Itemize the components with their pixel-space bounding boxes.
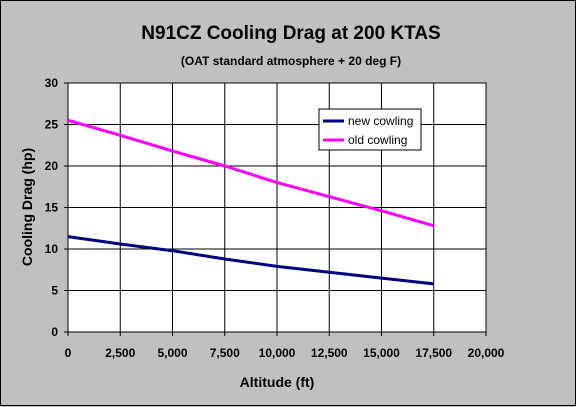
series-line-new-cowling (67, 235, 434, 286)
legend-label-old-cowling: old cowling (348, 133, 407, 147)
legend-label-new-cowling: new cowling (348, 114, 413, 128)
x-tick-label: 20,000 (468, 346, 505, 360)
y-tick-label: 10 (45, 242, 59, 256)
x-tick-label: 10,000 (259, 346, 296, 360)
y-tick-label: 0 (51, 325, 58, 339)
y-tick-label: 25 (45, 118, 59, 132)
series-line-old-cowling (67, 118, 435, 228)
x-tick-label: 12,500 (311, 346, 348, 360)
chart-subtitle: (OAT standard atmosphere + 20 deg F) (181, 54, 401, 68)
series-lines (67, 118, 435, 286)
legend-box (318, 108, 422, 151)
legend: new cowling old cowling (318, 108, 422, 151)
y-tick-labels: 0 5 10 15 20 25 30 (45, 76, 59, 339)
x-tick-label: 5,000 (157, 346, 187, 360)
x-tick-label: 2,500 (105, 346, 135, 360)
y-tick-label: 30 (45, 76, 59, 90)
x-tick-label: 17,500 (415, 346, 452, 360)
grid-lines (64, 82, 487, 336)
y-axis-title: Cooling Drag (hp) (19, 148, 35, 266)
x-tick-label: 7,500 (210, 346, 240, 360)
x-tick-label: 15,000 (363, 346, 400, 360)
chart-title: N91CZ Cooling Drag at 200 KTAS (141, 23, 440, 44)
y-tick-label: 15 (45, 201, 59, 215)
x-tick-label: 0 (65, 346, 72, 360)
y-tick-label: 5 (51, 284, 58, 298)
y-tick-label: 20 (45, 159, 59, 173)
x-axis-title: Altitude (ft) (240, 374, 315, 390)
x-tick-labels: 0 2,500 5,000 7,500 10,000 12,500 15,000 17,500… (65, 346, 505, 360)
